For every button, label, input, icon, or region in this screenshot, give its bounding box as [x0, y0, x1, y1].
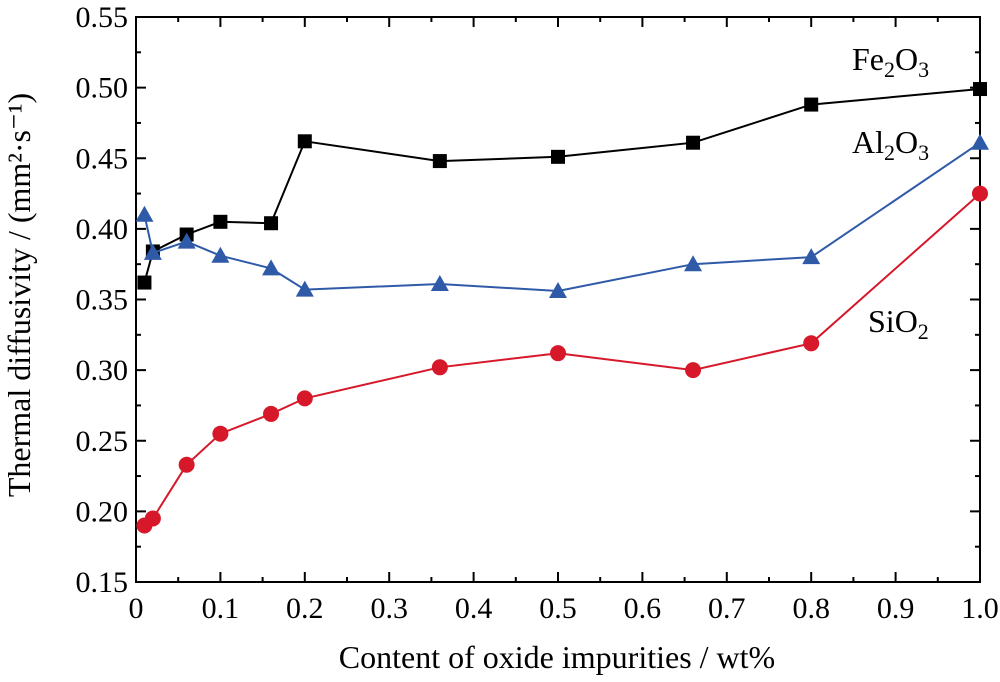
x-tick-label: 0.2: [286, 592, 324, 625]
label-text: Fe: [852, 41, 884, 77]
y-tick-label: 0.30: [76, 354, 129, 387]
x-tick-label: 0: [129, 592, 144, 625]
series-label-square: Fe2O3: [852, 41, 929, 82]
square-marker: [551, 149, 565, 164]
x-tick-label: 0.6: [624, 592, 662, 625]
x-tick-label: 0.3: [370, 592, 408, 625]
series-square: [137, 82, 987, 290]
series-layer: [135, 82, 989, 534]
y-tick-label: 0.25: [76, 425, 129, 458]
plot-border: [135, 16, 981, 583]
square-marker: [973, 82, 987, 97]
y-axis: 0.15 0.20 0.25 0.30 0.35 0.40 0.45 0.50 0.55: [76, 1, 980, 599]
series-triangle: [135, 133, 989, 299]
y-tick-label: 0.20: [76, 495, 129, 528]
triangle-marker: [802, 248, 821, 265]
triangle-marker: [262, 259, 281, 276]
triangle-marker: [295, 280, 314, 297]
y-tick-label: 0.35: [76, 284, 129, 317]
x-axis-title: Content of oxide impurities / wt%: [339, 639, 775, 675]
x-tick-label: 0.9: [877, 592, 915, 625]
x-tick-label: 0.8: [792, 592, 830, 625]
y-tick-label: 0.40: [76, 213, 129, 246]
circle-marker: [296, 390, 313, 407]
y-tick-label: 0.45: [76, 142, 129, 175]
x-tick-label: 0.7: [708, 592, 746, 625]
circle-marker: [178, 456, 195, 473]
label-text: O: [895, 41, 918, 77]
plot-frame: [135, 16, 981, 583]
x-tick-label: 1.0: [961, 592, 999, 625]
label-text: SiO: [868, 303, 918, 339]
circle-marker: [144, 510, 161, 527]
triangle-marker: [549, 282, 567, 299]
series-circle: [136, 185, 988, 534]
circle-marker: [212, 425, 229, 442]
series-label-triangle: Al2O3: [852, 124, 929, 165]
subscript: 2: [884, 57, 895, 82]
x-axis: 0 0.1 0.2 0.3 0.4 0.5 0.6 0.7 0.8 0.9 1.0: [129, 17, 999, 625]
subscript: 3: [918, 57, 929, 82]
subscript: 2: [884, 140, 895, 165]
subscript: 3: [918, 140, 929, 165]
subscript: 2: [918, 319, 929, 344]
circle-marker: [263, 405, 280, 422]
square-marker: [686, 135, 701, 150]
label-text: Al: [852, 124, 884, 160]
series-line: [143, 88, 981, 283]
square-marker: [264, 216, 279, 231]
y-axis-title: Thermal diffusivity / (mm²·s⁻¹): [1, 93, 37, 497]
square-marker: [137, 275, 152, 290]
square-marker: [804, 97, 819, 112]
circle-marker: [685, 362, 702, 379]
x-tick-label: 0.5: [539, 592, 577, 625]
circle-marker: [803, 335, 820, 352]
y-tick-label: 0.55: [76, 1, 129, 34]
circle-marker: [431, 359, 448, 376]
triangle-marker: [135, 205, 154, 222]
triangle-marker: [430, 274, 449, 291]
x-tick-label: 0.1: [202, 592, 240, 625]
square-marker: [297, 134, 312, 149]
triangle-marker: [143, 243, 162, 260]
triangle-marker: [684, 255, 703, 272]
label-text: O: [895, 124, 918, 160]
triangle-marker: [971, 133, 989, 150]
series-label-circle: SiO2: [868, 303, 929, 344]
x-tick-label: 0.4: [455, 592, 493, 625]
triangle-marker: [211, 246, 230, 263]
square-marker: [213, 214, 228, 229]
circle-marker: [972, 185, 988, 202]
y-tick-label: 0.15: [76, 566, 129, 599]
circle-marker: [550, 345, 566, 362]
triangle-marker: [177, 232, 196, 249]
square-marker: [432, 154, 447, 169]
y-tick-label: 0.50: [76, 72, 129, 105]
